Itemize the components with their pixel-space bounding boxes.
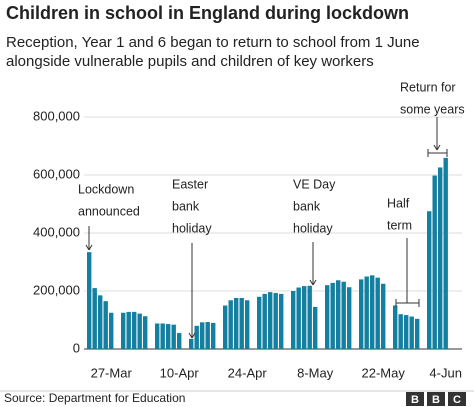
annotation-line	[188, 332, 193, 339]
bar	[205, 322, 210, 349]
y-tick-label: 0	[73, 340, 80, 355]
bar	[177, 333, 182, 349]
bar	[262, 293, 267, 349]
x-tick-label: 27-Mar	[91, 365, 133, 380]
annotation: term	[387, 218, 412, 232]
bar	[364, 276, 369, 349]
annotation: announced	[78, 204, 140, 218]
bar	[398, 314, 403, 349]
annotation: holiday	[293, 221, 333, 235]
bar	[291, 291, 296, 349]
bar	[211, 322, 216, 349]
logo-letter: B	[432, 394, 440, 406]
annotation-line	[85, 244, 90, 251]
annotation-line	[191, 332, 196, 339]
logo-letter: C	[453, 394, 461, 406]
logo-letter: B	[411, 394, 419, 406]
bar	[359, 279, 364, 349]
bar	[273, 293, 278, 349]
bar	[268, 292, 273, 349]
y-tick-label: 200,000	[33, 282, 80, 297]
bar	[155, 323, 160, 349]
bar	[438, 167, 443, 349]
bar	[194, 325, 199, 349]
x-tick-label: 10-Apr	[160, 365, 200, 380]
annotation: Half	[387, 196, 410, 210]
annotation-line	[433, 144, 438, 151]
annotation-line	[312, 279, 317, 286]
subtitle: alongside vulnerable pupils and children…	[6, 53, 374, 70]
bar	[143, 316, 148, 349]
bar	[160, 323, 165, 349]
bar	[427, 211, 432, 349]
bar	[415, 318, 420, 349]
bar	[189, 338, 194, 349]
annotation: VE Day	[293, 177, 336, 191]
y-tick-label: 600,000	[33, 166, 80, 181]
chart-title: Children in school in England during loc…	[6, 3, 409, 23]
logo-box	[406, 392, 424, 406]
annotation: bank	[172, 199, 200, 213]
bar	[98, 295, 103, 349]
bar	[171, 324, 176, 349]
annotation: holiday	[172, 221, 212, 235]
bar	[92, 288, 97, 349]
annotation: Lockdown	[78, 182, 134, 196]
subtitle: Reception, Year 1 and 6 began to return …	[6, 34, 420, 51]
bar	[330, 282, 335, 349]
bar	[432, 175, 437, 349]
bar	[296, 287, 301, 349]
y-tick-label: 800,000	[33, 108, 80, 123]
annotation-line	[88, 244, 93, 251]
bar	[234, 297, 239, 349]
bar	[228, 300, 233, 349]
bar	[347, 287, 352, 349]
bar	[166, 324, 171, 349]
bar	[381, 283, 386, 349]
bar	[443, 157, 448, 349]
bar	[307, 285, 312, 349]
bar	[239, 297, 244, 349]
x-tick-label: 22-May	[362, 365, 406, 380]
bar	[200, 322, 205, 349]
annotation: some years	[400, 102, 465, 116]
bar	[126, 311, 131, 349]
annotation-line	[309, 279, 314, 286]
bar	[341, 281, 346, 349]
y-tick-label: 400,000	[33, 224, 80, 239]
source: Source: Department for Education	[4, 391, 185, 405]
bar	[279, 293, 284, 349]
bar	[370, 275, 375, 349]
x-tick-label: 24-Apr	[228, 365, 268, 380]
bar	[245, 300, 250, 349]
bar	[132, 311, 137, 349]
bar	[404, 315, 409, 349]
bar	[121, 312, 126, 349]
annotation: Easter	[172, 177, 208, 191]
bar	[302, 286, 307, 349]
annotation: bank	[293, 199, 321, 213]
bar	[137, 313, 142, 349]
bar	[257, 296, 262, 349]
bar	[313, 306, 318, 349]
annotation: Return for	[400, 80, 456, 94]
bar	[393, 305, 398, 349]
bar	[375, 277, 380, 349]
bar	[336, 280, 341, 349]
logo-box	[427, 392, 445, 406]
bar	[87, 252, 92, 349]
bar	[109, 312, 114, 349]
logo-box	[448, 392, 466, 406]
bar	[223, 305, 228, 349]
bar	[409, 316, 414, 349]
x-tick-label: 8-May	[297, 365, 334, 380]
bar	[325, 285, 330, 349]
x-tick-label: 4-Jun	[429, 365, 462, 380]
bar	[103, 301, 108, 349]
annotation-line	[436, 144, 441, 151]
